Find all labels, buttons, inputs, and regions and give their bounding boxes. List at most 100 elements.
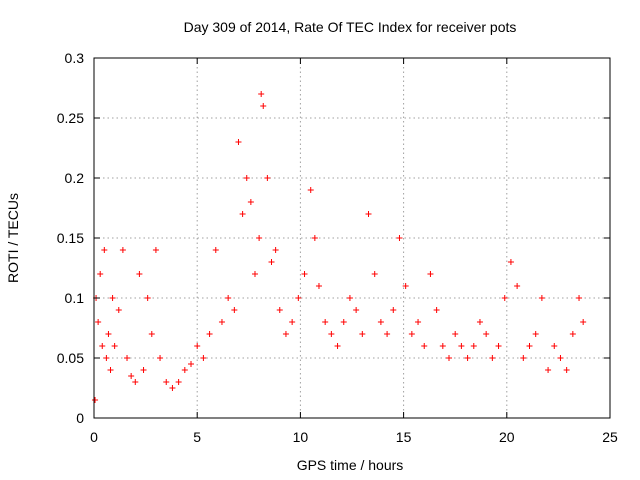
data-point <box>97 271 104 277</box>
data-point <box>105 331 112 337</box>
data-point <box>396 235 403 241</box>
data-point <box>243 175 250 181</box>
data-point <box>225 295 232 301</box>
x-tick-label: 15 <box>396 429 412 445</box>
y-tick-label: 0.3 <box>65 50 85 66</box>
data-point <box>507 259 514 265</box>
data-point <box>307 187 314 193</box>
data-point <box>340 319 347 325</box>
data-point <box>353 307 360 313</box>
data-point <box>260 103 267 109</box>
data-point <box>144 295 151 301</box>
data-point <box>545 367 552 373</box>
data-point <box>390 307 397 313</box>
data-point <box>470 343 477 349</box>
x-tick-label: 25 <box>602 429 618 445</box>
data-point <box>92 397 99 403</box>
data-point <box>276 307 283 313</box>
data-point <box>377 319 384 325</box>
data-point <box>124 355 131 361</box>
data-point <box>128 373 135 379</box>
chart-title: Day 309 of 2014, Rate Of TEC Index for r… <box>184 19 517 35</box>
data-point <box>181 367 188 373</box>
data-point <box>452 331 459 337</box>
grid <box>94 58 610 418</box>
data-point <box>433 307 440 313</box>
data-point <box>231 307 238 313</box>
data-point <box>289 319 296 325</box>
y-tick-label: 0.15 <box>57 230 84 246</box>
data-point <box>115 307 122 313</box>
data-point <box>563 367 570 373</box>
x-tick-label: 5 <box>193 429 201 445</box>
data-point <box>109 295 116 301</box>
data-point <box>408 331 415 337</box>
data-point <box>132 379 139 385</box>
data-point <box>239 211 246 217</box>
data-point <box>268 259 275 265</box>
data-point <box>328 331 335 337</box>
data-points <box>92 91 587 403</box>
data-point <box>483 331 490 337</box>
data-point <box>532 331 539 337</box>
data-point <box>218 319 225 325</box>
data-point <box>148 331 155 337</box>
data-point <box>194 343 201 349</box>
data-point <box>427 271 434 277</box>
data-point <box>136 271 143 277</box>
data-point <box>557 355 564 361</box>
data-point <box>384 331 391 337</box>
data-point <box>334 343 341 349</box>
data-point <box>301 271 308 277</box>
data-point <box>103 355 110 361</box>
data-point <box>458 343 465 349</box>
y-axis-label: ROTI / TECUs <box>5 193 21 283</box>
data-point <box>402 283 409 289</box>
data-point <box>140 367 147 373</box>
data-point <box>421 343 428 349</box>
x-tick-label: 20 <box>499 429 515 445</box>
data-point <box>501 295 508 301</box>
data-point <box>446 355 453 361</box>
data-point <box>282 331 289 337</box>
data-point <box>95 319 102 325</box>
data-point <box>200 355 207 361</box>
data-point <box>359 331 366 337</box>
y-tick-label: 0.25 <box>57 110 84 126</box>
y-tick-label: 0.1 <box>65 290 85 306</box>
data-point <box>538 295 545 301</box>
data-point <box>152 247 159 253</box>
data-point <box>371 271 378 277</box>
data-point <box>111 343 118 349</box>
data-point <box>495 343 502 349</box>
data-point <box>415 319 422 325</box>
data-point <box>580 319 587 325</box>
data-point <box>576 295 583 301</box>
y-tick-label: 0.2 <box>65 170 85 186</box>
data-point <box>256 235 263 241</box>
data-point <box>175 379 182 385</box>
data-point <box>258 91 265 97</box>
data-point <box>212 247 219 253</box>
data-point <box>99 343 106 349</box>
data-point <box>157 355 164 361</box>
data-point <box>569 331 576 337</box>
y-tick-label: 0 <box>76 410 84 426</box>
data-point <box>107 367 114 373</box>
data-point <box>526 343 533 349</box>
data-point <box>439 343 446 349</box>
axis-ticks: 0 5 10 15 20 25 0 0.05 0.1 0.15 0.2 0.25 0.3 <box>57 50 618 445</box>
x-tick-label: 0 <box>90 429 98 445</box>
x-axis-label: GPS time / hours <box>297 457 404 473</box>
data-point <box>311 235 318 241</box>
data-point <box>365 211 372 217</box>
data-point <box>235 139 242 145</box>
x-tick-label: 10 <box>293 429 309 445</box>
data-point <box>315 283 322 289</box>
data-point <box>514 283 521 289</box>
data-point <box>101 247 108 253</box>
y-tick-label: 0.05 <box>57 350 84 366</box>
data-point <box>251 271 258 277</box>
data-point <box>476 319 483 325</box>
